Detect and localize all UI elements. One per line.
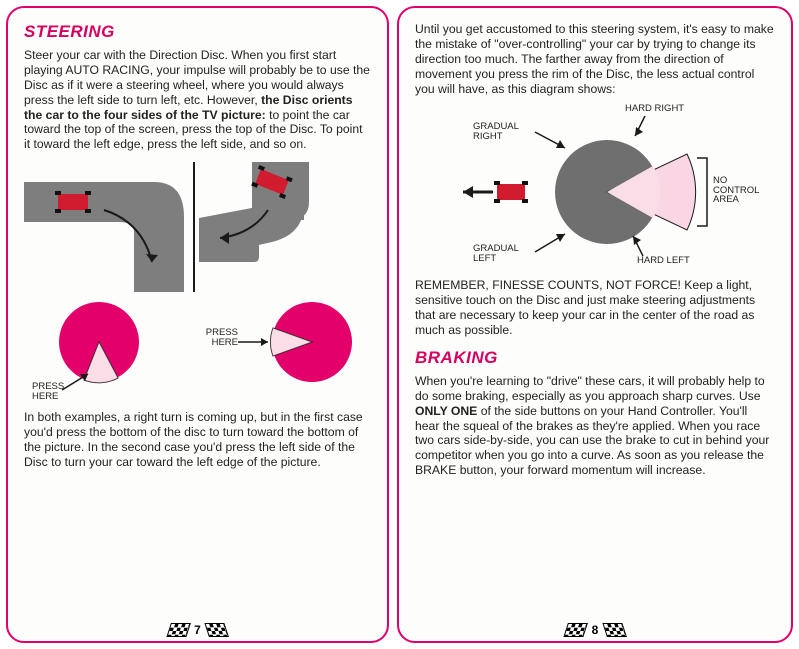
label-hard-right: HARD RIGHT <box>625 104 684 114</box>
manual-page-right: Until you get accustomed to this steerin… <box>397 6 793 643</box>
page-number-left-wrap: 7 <box>168 623 227 637</box>
road-diagram <box>24 162 371 292</box>
checkered-flag-icon <box>602 623 627 637</box>
checkered-flag-icon <box>563 623 588 637</box>
steering-para2: In both examples, a right turn is coming… <box>24 410 371 470</box>
manual-page-left: STEERING Steer your car with the Directi… <box>6 6 389 643</box>
page-number-right: 8 <box>588 623 603 637</box>
arrow-hard-right <box>631 114 661 144</box>
braking-a: When you're learning to "drive" these ca… <box>415 374 765 403</box>
braking-bold: ONLY ONE <box>415 404 477 418</box>
disc-right-svg <box>200 300 370 400</box>
label-gradual-left: GRADUAL LEFT <box>473 244 519 263</box>
road-diagram-svg <box>24 162 364 292</box>
checkered-flag-icon <box>205 623 230 637</box>
braking-heading: BRAKING <box>415 348 775 368</box>
steering-para1: Steer your car with the Direction Disc. … <box>24 48 371 152</box>
checkered-flag-icon <box>166 623 191 637</box>
finesse-a: REMEMBER, FINESSE COUNTS, NOT FORCE! <box>415 278 684 292</box>
press-arrow-right <box>236 334 276 354</box>
press-arrow-left <box>58 368 98 396</box>
press-here-right: PRESS HERE <box>200 328 238 347</box>
braking-para: When you're learning to "drive" these ca… <box>415 374 775 478</box>
finesse-para: REMEMBER, FINESSE COUNTS, NOT FORCE! Kee… <box>415 278 775 338</box>
page-number-left: 7 <box>190 623 205 637</box>
arrow-gradual-left <box>533 228 573 256</box>
arrow-gradual-right <box>533 128 573 156</box>
control-diagram: HARD RIGHT GRADUAL RIGHT GRADUAL LEFT HA… <box>415 104 775 272</box>
page-number-right-wrap: 8 <box>566 623 625 637</box>
overcontrol-para: Until you get accustomed to this steerin… <box>415 22 775 96</box>
steering-heading: STEERING <box>24 22 371 42</box>
label-gradual-right: GRADUAL RIGHT <box>473 122 519 141</box>
disc-diagram-row: PRESS HERE PRESS HERE <box>24 300 371 400</box>
arrow-hard-left <box>629 232 659 260</box>
label-no-control: NO CONTROL AREA <box>713 176 759 205</box>
